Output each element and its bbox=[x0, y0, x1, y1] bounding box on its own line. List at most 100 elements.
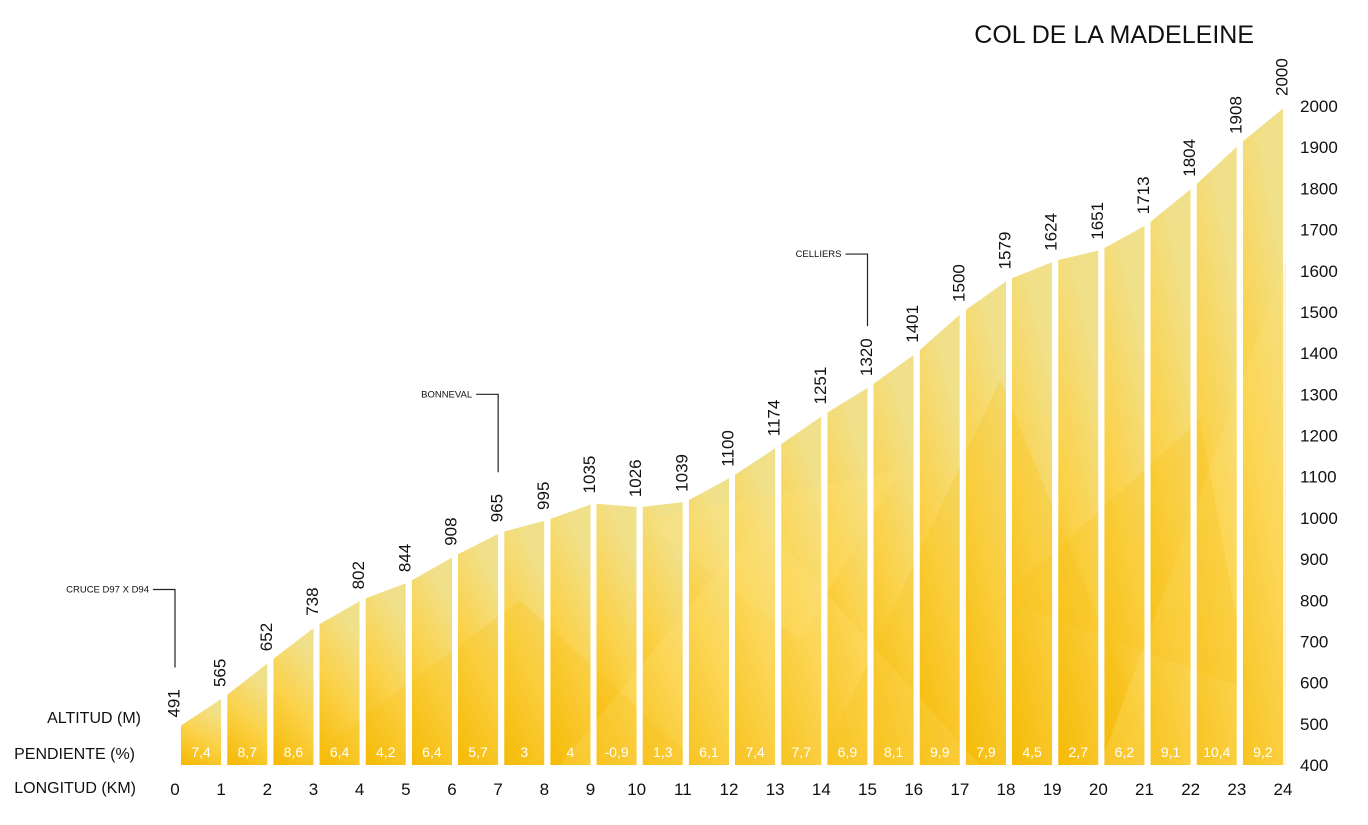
profile-facets bbox=[221, 141, 1286, 765]
y-tick-1600: 1600 bbox=[1300, 262, 1338, 281]
gradient-label-km-14: 6,9 bbox=[838, 744, 858, 760]
place-label-1: BONNEVAL bbox=[421, 389, 472, 400]
place-label-2: CELLIERS bbox=[796, 249, 842, 260]
x-tick-22: 22 bbox=[1181, 780, 1200, 799]
x-tick-13: 13 bbox=[766, 780, 785, 799]
profile-segment-km-18 bbox=[1012, 262, 1053, 765]
profile-facet-0 bbox=[560, 520, 980, 765]
gradient-label-km-16: 9,9 bbox=[930, 744, 950, 760]
profile-segment-km-14 bbox=[827, 387, 868, 765]
altitude-label-km-8: 995 bbox=[534, 482, 553, 510]
profile-segment-km-21 bbox=[1150, 189, 1191, 765]
profile-segment-km-20 bbox=[1104, 225, 1145, 765]
profile-facet-1 bbox=[820, 380, 1160, 765]
altitude-label-km-1: 565 bbox=[211, 659, 230, 687]
altitude-label-km-21: 1713 bbox=[1134, 176, 1153, 214]
gradient-label-km-0: 7,4 bbox=[191, 744, 211, 760]
x-tick-9: 9 bbox=[586, 780, 595, 799]
profile-segment-km-12 bbox=[735, 448, 776, 765]
x-tick-4: 4 bbox=[355, 780, 364, 799]
x-axis-ticks: 0 1 2 3 4 5 6 7 8 9 10 11 12 13 14 15 16 17 18 19 20 21 22 23 24 bbox=[170, 780, 1292, 799]
x-tick-11: 11 bbox=[674, 780, 692, 799]
x-tick-7: 7 bbox=[493, 780, 502, 799]
y-tick-2000: 2000 bbox=[1300, 97, 1338, 116]
y-tick-1500: 1500 bbox=[1300, 303, 1338, 322]
y-tick-400: 400 bbox=[1300, 756, 1328, 775]
profile-segment-km-4 bbox=[365, 583, 406, 765]
gradient-labels: 7,4 8,7 8,6 6,4 4,2 6,4 5,7 3 4 -0,9 1,3 6,1 7,4 7,7 6… bbox=[191, 744, 1273, 760]
profile-segment-km-7 bbox=[504, 520, 545, 765]
altitude-label-km-15: 1320 bbox=[857, 338, 876, 376]
y-axis-ticks: 400 500 600 700 800 900 1000 1100 1200 1300 1400 15… bbox=[1300, 97, 1338, 775]
profile-segment-km-22 bbox=[1196, 146, 1237, 765]
gradient-label-km-22: 10,4 bbox=[1203, 744, 1230, 760]
y-tick-600: 600 bbox=[1300, 674, 1328, 693]
profile-segment-km-0 bbox=[181, 699, 222, 765]
gradient-label-km-17: 7,9 bbox=[976, 744, 996, 760]
x-tick-14: 14 bbox=[812, 780, 831, 799]
y-tick-1300: 1300 bbox=[1300, 385, 1338, 404]
altitude-label-km-2: 652 bbox=[257, 623, 276, 651]
altitude-label-km-13: 1174 bbox=[765, 400, 784, 437]
x-tick-20: 20 bbox=[1089, 780, 1108, 799]
gradient-label-km-11: 6,1 bbox=[699, 744, 719, 760]
gradient-label-km-4: 4,2 bbox=[376, 744, 396, 760]
distance-axis-label: LONGITUD (KM) bbox=[14, 780, 136, 797]
y-tick-700: 700 bbox=[1300, 632, 1328, 651]
gradient-label-km-9: -0,9 bbox=[605, 744, 629, 760]
profile-segment-km-5 bbox=[411, 557, 452, 765]
altitude-label-km-4: 802 bbox=[349, 561, 368, 589]
profile-segment-km-2 bbox=[273, 628, 314, 765]
altitude-label-km-7: 965 bbox=[488, 494, 507, 522]
x-tick-17: 17 bbox=[950, 780, 969, 799]
place-annotations: CRUCE D97 X D94 BONNEVAL CELLIERS bbox=[66, 249, 869, 668]
gradient-label-km-1: 8,7 bbox=[238, 744, 258, 760]
y-tick-1100: 1100 bbox=[1300, 468, 1337, 487]
x-tick-19: 19 bbox=[1043, 780, 1062, 799]
altitude-label-km-5: 844 bbox=[395, 544, 414, 572]
altitude-label-km-23: 1908 bbox=[1226, 96, 1245, 134]
altitude-labels: 491 565 652 738 802 844 908 965 995 1035 1026 1039 1… bbox=[164, 58, 1291, 717]
gradient-label-km-15: 8,1 bbox=[884, 744, 904, 760]
place-leader-0 bbox=[153, 588, 176, 668]
altitude-label-km-20: 1651 bbox=[1088, 202, 1107, 240]
chart-title: COL DE LA MADELEINE bbox=[974, 21, 1254, 49]
altitude-label-km-6: 908 bbox=[441, 517, 460, 545]
x-tick-3: 3 bbox=[309, 780, 318, 799]
x-tick-8: 8 bbox=[540, 780, 549, 799]
altitude-axis-label: ALTITUD (M) bbox=[47, 710, 141, 727]
x-tick-6: 6 bbox=[447, 780, 456, 799]
profile-segment-km-23 bbox=[1242, 108, 1283, 765]
place-leader-2 bbox=[845, 253, 869, 327]
profile-segments bbox=[181, 108, 1283, 765]
x-tick-1: 1 bbox=[216, 780, 225, 799]
gradient-label-km-19: 2,7 bbox=[1069, 744, 1089, 760]
altitude-label-km-22: 1804 bbox=[1180, 139, 1199, 177]
gradient-label-km-23: 9,2 bbox=[1253, 744, 1273, 760]
gradient-row-label: PENDIENTE (%) bbox=[14, 746, 135, 763]
gradient-label-km-3: 6,4 bbox=[330, 744, 350, 760]
x-tick-21: 21 bbox=[1135, 780, 1154, 799]
altitude-label-km-11: 1039 bbox=[672, 454, 691, 492]
y-tick-1200: 1200 bbox=[1300, 427, 1338, 446]
profile-segment-km-10 bbox=[642, 502, 683, 765]
profile-segment-km-15 bbox=[873, 354, 914, 765]
y-tick-800: 800 bbox=[1300, 591, 1328, 610]
y-tick-1000: 1000 bbox=[1300, 509, 1338, 528]
x-tick-23: 23 bbox=[1227, 780, 1246, 799]
x-tick-16: 16 bbox=[904, 780, 923, 799]
gradient-label-km-6: 5,7 bbox=[468, 744, 488, 760]
gradient-label-km-13: 7,7 bbox=[792, 744, 812, 760]
gradient-label-km-21: 9,1 bbox=[1161, 744, 1181, 760]
gradient-label-km-10: 1,3 bbox=[653, 744, 673, 760]
profile-segment-km-1 bbox=[227, 663, 268, 765]
profile-segment-km-3 bbox=[319, 601, 360, 765]
profile-segment-km-8 bbox=[550, 504, 591, 765]
gradient-label-km-18: 4,5 bbox=[1022, 744, 1042, 760]
altitude-label-km-24: 2000 bbox=[1272, 58, 1291, 96]
altitude-label-km-18: 1579 bbox=[995, 232, 1014, 270]
altitude-label-km-16: 1401 bbox=[903, 305, 922, 343]
y-tick-1800: 1800 bbox=[1300, 179, 1338, 198]
x-tick-24: 24 bbox=[1274, 780, 1293, 799]
